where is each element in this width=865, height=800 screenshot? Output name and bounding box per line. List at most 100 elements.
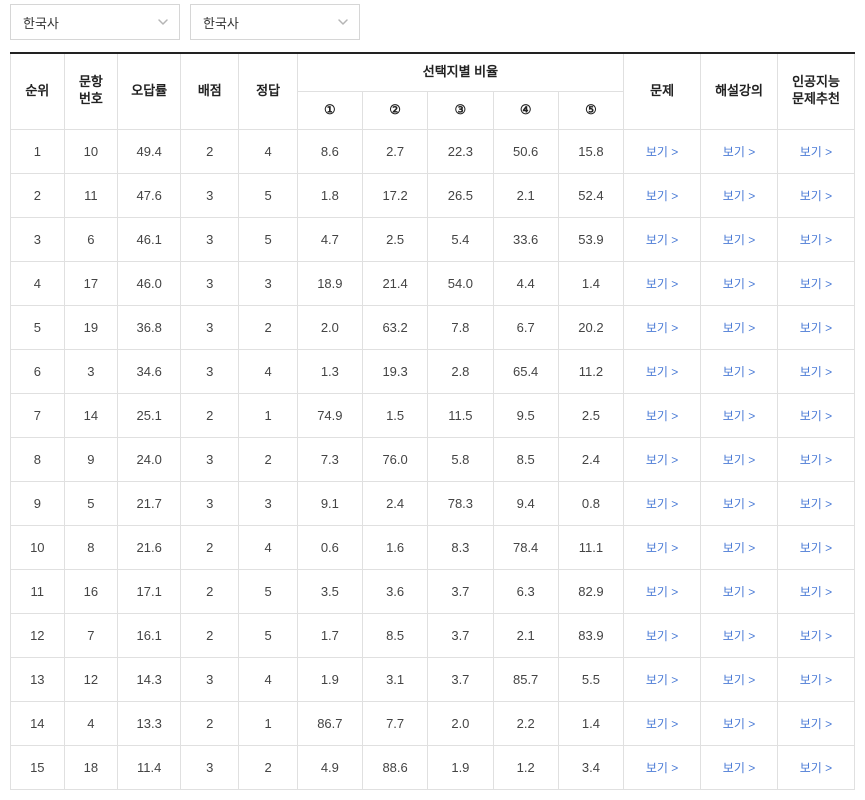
lecture-link[interactable]: 보기 >	[723, 541, 755, 555]
ai-rec-link-cell: 보기 >	[777, 525, 854, 569]
col-ratio-3: ③	[428, 91, 493, 129]
cell-rank: 6	[11, 349, 65, 393]
table-row: 21147.6351.817.226.52.152.4보기 >보기 >보기 >	[11, 173, 855, 217]
lecture-link[interactable]: 보기 >	[723, 453, 755, 467]
ai-rec-link[interactable]: 보기 >	[800, 145, 832, 159]
ai-rec-link[interactable]: 보기 >	[800, 585, 832, 599]
ai-rec-link[interactable]: 보기 >	[800, 629, 832, 643]
ai-rec-link-cell: 보기 >	[777, 217, 854, 261]
ai-rec-link[interactable]: 보기 >	[800, 233, 832, 247]
cell-err: 49.4	[118, 129, 181, 173]
cell-r1: 9.1	[297, 481, 362, 525]
lecture-link[interactable]: 보기 >	[723, 145, 755, 159]
problem-link[interactable]: 보기 >	[646, 453, 678, 467]
ai-rec-link[interactable]: 보기 >	[800, 717, 832, 731]
lecture-link[interactable]: 보기 >	[723, 717, 755, 731]
lecture-link[interactable]: 보기 >	[723, 761, 755, 775]
ai-rec-link[interactable]: 보기 >	[800, 761, 832, 775]
cell-ans: 4	[239, 525, 297, 569]
cell-qno: 4	[64, 701, 118, 745]
col-rank: 순위	[11, 53, 65, 129]
problem-link[interactable]: 보기 >	[646, 497, 678, 511]
lecture-link-cell: 보기 >	[701, 217, 778, 261]
table-row: 41746.03318.921.454.04.41.4보기 >보기 >보기 >	[11, 261, 855, 305]
ai-rec-link[interactable]: 보기 >	[800, 409, 832, 423]
cell-r2: 19.3	[362, 349, 427, 393]
problem-link[interactable]: 보기 >	[646, 145, 678, 159]
problem-link-cell: 보기 >	[624, 261, 701, 305]
subject-select-1[interactable]: 한국사	[10, 4, 180, 40]
lecture-link[interactable]: 보기 >	[723, 321, 755, 335]
cell-r4: 8.5	[493, 437, 558, 481]
lecture-link[interactable]: 보기 >	[723, 409, 755, 423]
subject-select-2[interactable]: 한국사	[190, 4, 360, 40]
lecture-link[interactable]: 보기 >	[723, 233, 755, 247]
problem-link[interactable]: 보기 >	[646, 673, 678, 687]
cell-r4: 2.2	[493, 701, 558, 745]
cell-r4: 78.4	[493, 525, 558, 569]
cell-r3: 26.5	[428, 173, 493, 217]
cell-r5: 11.1	[558, 525, 623, 569]
lecture-link[interactable]: 보기 >	[723, 277, 755, 291]
problem-link-cell: 보기 >	[624, 657, 701, 701]
ai-rec-link[interactable]: 보기 >	[800, 673, 832, 687]
cell-r2: 2.7	[362, 129, 427, 173]
cell-r5: 3.4	[558, 745, 623, 789]
problem-link-cell: 보기 >	[624, 701, 701, 745]
lecture-link[interactable]: 보기 >	[723, 497, 755, 511]
cell-r2: 2.4	[362, 481, 427, 525]
cell-r5: 5.5	[558, 657, 623, 701]
cell-r5: 2.5	[558, 393, 623, 437]
cell-r4: 6.3	[493, 569, 558, 613]
problem-link[interactable]: 보기 >	[646, 717, 678, 731]
cell-pts: 2	[181, 701, 239, 745]
cell-pts: 3	[181, 437, 239, 481]
problem-link[interactable]: 보기 >	[646, 585, 678, 599]
lecture-link[interactable]: 보기 >	[723, 673, 755, 687]
ai-rec-link[interactable]: 보기 >	[800, 365, 832, 379]
problem-link[interactable]: 보기 >	[646, 277, 678, 291]
problem-link[interactable]: 보기 >	[646, 321, 678, 335]
cell-qno: 17	[64, 261, 118, 305]
lecture-link[interactable]: 보기 >	[723, 585, 755, 599]
ai-rec-link-cell: 보기 >	[777, 173, 854, 217]
problem-link[interactable]: 보기 >	[646, 189, 678, 203]
subject-select-1-label: 한국사	[23, 13, 59, 32]
cell-ans: 5	[239, 569, 297, 613]
col-points: 배점	[181, 53, 239, 129]
problem-link[interactable]: 보기 >	[646, 233, 678, 247]
cell-rank: 11	[11, 569, 65, 613]
problem-link[interactable]: 보기 >	[646, 761, 678, 775]
cell-r2: 76.0	[362, 437, 427, 481]
cell-ans: 2	[239, 437, 297, 481]
table-row: 111617.1253.53.63.76.382.9보기 >보기 >보기 >	[11, 569, 855, 613]
cell-r1: 8.6	[297, 129, 362, 173]
ai-rec-link-cell: 보기 >	[777, 437, 854, 481]
cell-err: 25.1	[118, 393, 181, 437]
lecture-link[interactable]: 보기 >	[723, 629, 755, 643]
lecture-link-cell: 보기 >	[701, 305, 778, 349]
cell-r2: 1.6	[362, 525, 427, 569]
cell-r5: 52.4	[558, 173, 623, 217]
cell-rank: 2	[11, 173, 65, 217]
cell-r1: 4.7	[297, 217, 362, 261]
cell-err: 24.0	[118, 437, 181, 481]
problem-link-cell: 보기 >	[624, 129, 701, 173]
lecture-link[interactable]: 보기 >	[723, 365, 755, 379]
problem-link[interactable]: 보기 >	[646, 629, 678, 643]
problem-link[interactable]: 보기 >	[646, 409, 678, 423]
ai-rec-link[interactable]: 보기 >	[800, 453, 832, 467]
ai-rec-link[interactable]: 보기 >	[800, 277, 832, 291]
problem-link[interactable]: 보기 >	[646, 365, 678, 379]
cell-pts: 3	[181, 217, 239, 261]
ai-rec-link[interactable]: 보기 >	[800, 321, 832, 335]
ai-rec-link[interactable]: 보기 >	[800, 189, 832, 203]
cell-r5: 15.8	[558, 129, 623, 173]
cell-r4: 33.6	[493, 217, 558, 261]
problem-link[interactable]: 보기 >	[646, 541, 678, 555]
cell-err: 11.4	[118, 745, 181, 789]
ai-rec-link[interactable]: 보기 >	[800, 497, 832, 511]
ai-rec-link-cell: 보기 >	[777, 349, 854, 393]
ai-rec-link[interactable]: 보기 >	[800, 541, 832, 555]
lecture-link[interactable]: 보기 >	[723, 189, 755, 203]
